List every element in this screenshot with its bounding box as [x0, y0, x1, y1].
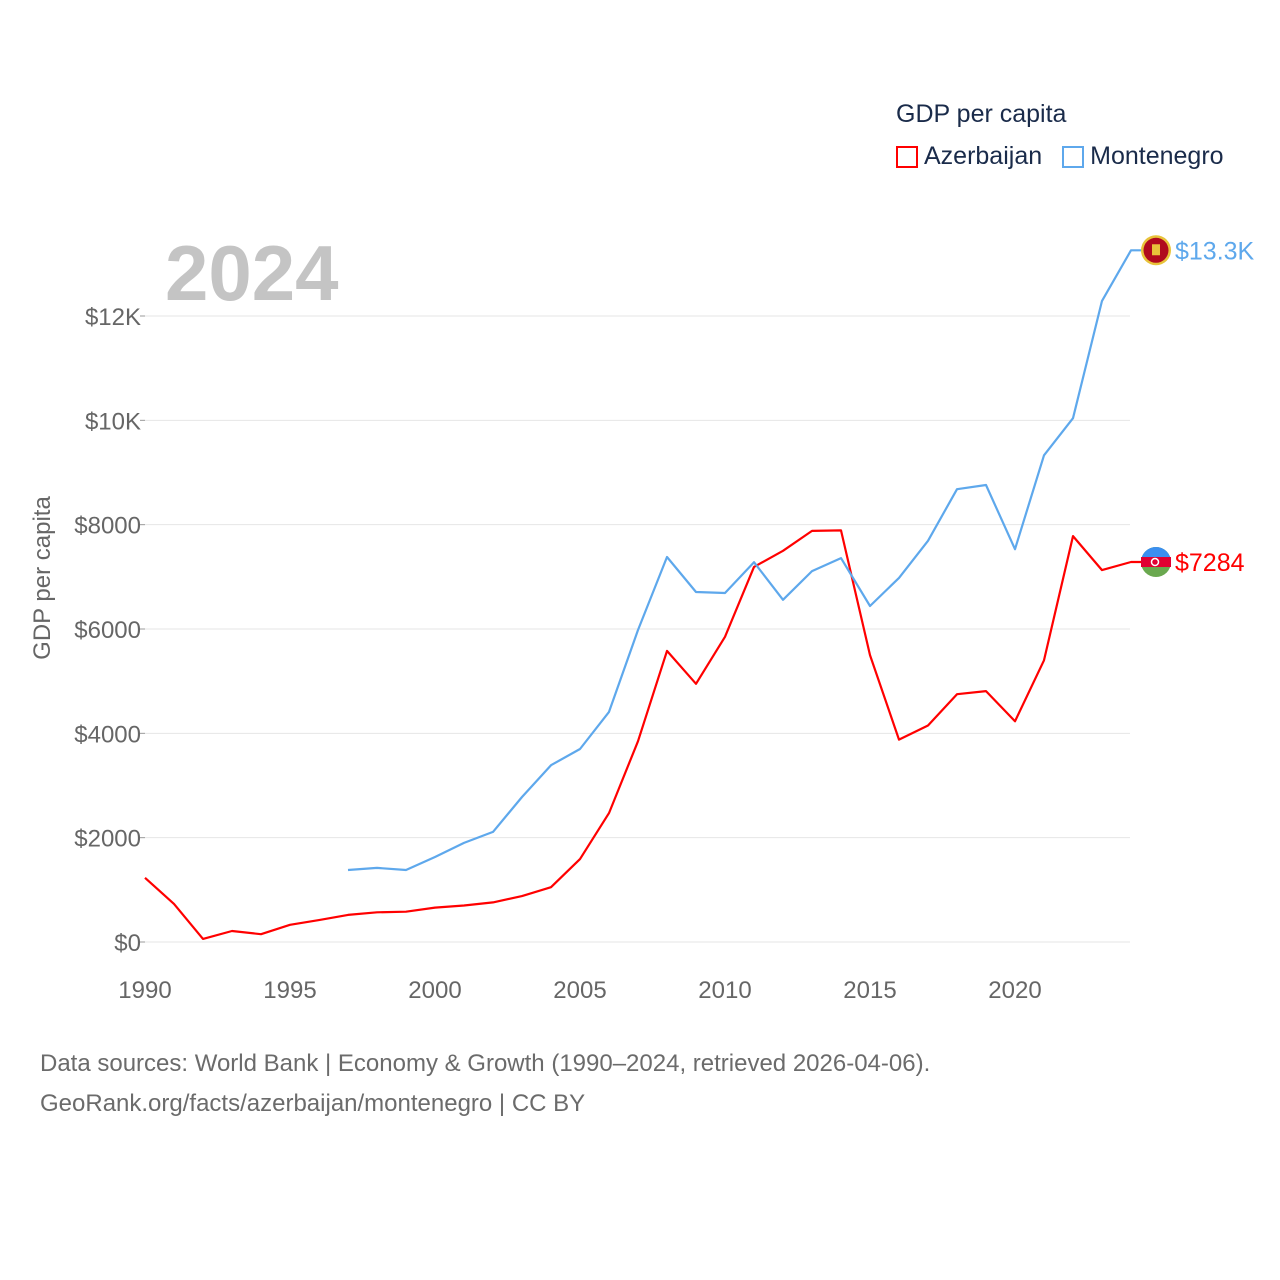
y-tick-label: $8000 — [74, 513, 141, 540]
legend-item-azerbaijan[interactable]: Azerbaijan — [896, 142, 1042, 171]
y-tick-label: $10K — [85, 408, 141, 435]
x-tick-label: 1995 — [263, 977, 316, 1004]
legend-title: GDP per capita — [896, 100, 1067, 128]
legend-item-montenegro[interactable]: Montenegro — [1062, 142, 1224, 171]
y-axis-label: GDP per capita — [29, 496, 56, 660]
y-tick-label: $2000 — [74, 826, 141, 853]
x-tick-label: 2000 — [408, 977, 461, 1004]
end-value-label: $13.3K — [1175, 237, 1255, 265]
year-label: 2024 — [165, 229, 339, 317]
montenegro-flag-emblem — [1152, 244, 1160, 256]
series-line-montenegro — [347, 249, 1141, 872]
x-tick-label: 2005 — [553, 977, 606, 1004]
y-tick-label: $12K — [85, 304, 141, 331]
footer: Data sources: World Bank | Economy & Gro… — [40, 1044, 930, 1124]
end-value-label: $7284 — [1175, 549, 1245, 577]
x-tick-label: 1990 — [118, 977, 171, 1004]
legend-label: Montenegro — [1090, 142, 1224, 170]
azerbaijan-flag-crescent — [1150, 557, 1160, 567]
x-tick-label: 2010 — [698, 977, 751, 1004]
series-line-azerbaijan — [144, 529, 1141, 941]
legend-swatch-montenegro — [1062, 145, 1085, 168]
y-tick-label: $6000 — [74, 617, 141, 644]
x-tick-label: 2020 — [988, 977, 1041, 1004]
footer-sources: Data sources: World Bank | Economy & Gro… — [40, 1050, 931, 1077]
footer-link[interactable]: GeoRank.org/facts/azerbaijan/montenegro … — [40, 1090, 586, 1117]
x-tick-label: 2015 — [843, 977, 896, 1004]
legend-swatch-azerbaijan — [896, 145, 918, 168]
y-tick-label: $0 — [114, 930, 141, 957]
legend: Azerbaijan Montenegro — [896, 142, 1224, 171]
y-tick-label: $4000 — [74, 721, 141, 748]
legend-label: Azerbaijan — [924, 142, 1043, 170]
azerbaijan-flag-red — [1141, 557, 1171, 568]
